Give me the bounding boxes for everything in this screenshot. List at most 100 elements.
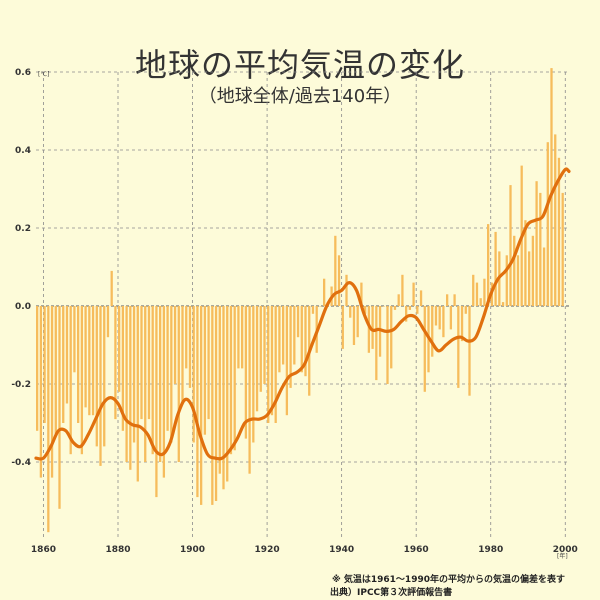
x-tick-label: 1960	[404, 545, 429, 555]
bar-1887	[144, 306, 147, 462]
bar-1959	[412, 282, 415, 306]
bar-1860	[43, 306, 46, 423]
bar-1890	[155, 306, 158, 498]
bar-1914	[244, 306, 248, 439]
x-tick-label: 1900	[180, 545, 205, 555]
bar-1985	[509, 185, 512, 306]
bar-1993	[539, 192, 542, 306]
bar-1973	[464, 306, 467, 314]
bar-1969	[449, 306, 453, 330]
bar-1907	[218, 306, 221, 474]
bar-1960	[416, 306, 419, 314]
y-tick-label: -0.4	[11, 458, 31, 468]
bar-1981	[494, 231, 497, 306]
bar-1906	[214, 306, 218, 501]
bar-1920	[267, 306, 270, 423]
bar-1882	[125, 306, 128, 462]
bar-1871	[84, 306, 87, 408]
x-axis-unit: [年]	[557, 552, 568, 560]
bar-1942	[349, 306, 352, 318]
bar-1943	[352, 306, 356, 345]
bar-1927	[293, 306, 296, 365]
bar-1934	[319, 306, 322, 307]
bar-1902	[200, 306, 203, 505]
bar-1957	[405, 306, 408, 322]
bar-1928	[296, 306, 300, 338]
chart-subtitle: （地球全体/過去140年）	[198, 86, 402, 107]
y-tick-label: 0.2	[15, 224, 31, 234]
bar-1896	[177, 306, 180, 462]
bar-1867	[69, 306, 72, 455]
bar-1990	[528, 251, 531, 306]
bar-1924	[282, 306, 285, 365]
annual-bars	[36, 68, 564, 533]
bar-1913	[241, 306, 244, 369]
bar-1915	[248, 306, 251, 474]
bar-1881	[121, 306, 125, 431]
bar-1967	[442, 306, 445, 338]
y-tick-label: 0.6	[15, 68, 31, 78]
bar-1952	[386, 306, 389, 384]
bar-1872	[88, 306, 91, 416]
bar-1870	[80, 306, 84, 455]
bar-1912	[237, 306, 240, 369]
bar-1858	[36, 306, 39, 431]
bar-1893	[166, 306, 169, 431]
bar-1998	[557, 157, 561, 306]
bar-1873	[91, 306, 95, 416]
bar-1976	[475, 282, 479, 306]
bar-1968	[446, 294, 449, 306]
x-axis-ticks: 1860 1880 1900 1920 1940 1960 1980 2000	[31, 545, 578, 555]
bar-1883	[129, 306, 132, 470]
bar-1930	[304, 306, 307, 377]
bar-1962	[423, 306, 426, 392]
bar-1925	[285, 306, 289, 416]
bar-1964	[431, 306, 434, 357]
bar-1922	[274, 306, 277, 423]
bar-1923	[278, 306, 281, 373]
bar-1940	[341, 306, 344, 349]
bar-1997	[554, 134, 557, 306]
bar-1895	[173, 306, 177, 384]
bar-1977	[479, 298, 482, 306]
bar-1863	[54, 306, 57, 435]
bar-1864	[58, 306, 61, 509]
bar-1966	[438, 306, 441, 330]
bar-1941	[345, 274, 348, 306]
bar-1929	[300, 306, 303, 373]
bar-1869	[77, 306, 80, 423]
x-tick-label: 1980	[478, 545, 503, 555]
bar-1938	[334, 235, 337, 306]
bar-1965	[434, 306, 438, 326]
bar-1948	[371, 306, 374, 349]
bar-1876	[103, 306, 106, 447]
footnote-deviation: ※ 気温は1961～1990年の平均からの気温の偏差を表す	[332, 575, 565, 585]
bar-1939	[337, 255, 341, 306]
bar-1958	[408, 306, 412, 310]
bar-1885	[136, 306, 139, 482]
bar-1972	[460, 306, 464, 342]
bar-1995	[546, 142, 549, 306]
bar-1926	[289, 306, 292, 388]
x-tick-label: 1920	[255, 545, 280, 555]
bar-1971	[457, 306, 460, 388]
bar-1992	[535, 181, 538, 306]
y-axis-unit: [℃]	[38, 71, 49, 78]
bar-1944	[356, 306, 359, 338]
bar-1878	[110, 270, 113, 306]
bar-1899	[188, 306, 192, 388]
bar-1961	[419, 290, 423, 306]
bar-1898	[185, 306, 188, 369]
bar-1950	[378, 306, 382, 357]
bar-1908	[222, 306, 225, 490]
bar-1945	[360, 282, 363, 306]
x-tick-label: 2000	[553, 545, 578, 555]
bar-1884	[132, 306, 136, 443]
bar-1983	[501, 302, 505, 306]
bar-1889	[151, 306, 154, 455]
bar-1880	[118, 306, 121, 392]
bar-1946	[364, 306, 367, 314]
bar-1868	[73, 306, 76, 373]
bar-1917	[255, 306, 259, 412]
